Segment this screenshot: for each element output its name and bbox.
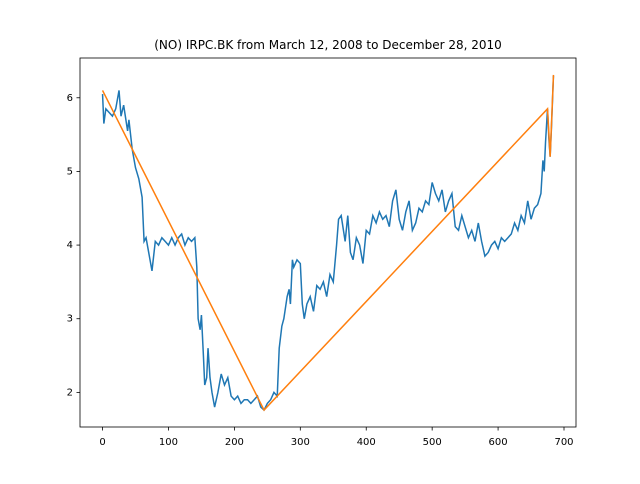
x-tick-label: 400: [357, 437, 376, 448]
x-tick-label: 200: [225, 437, 244, 448]
chart-title: (NO) IRPC.BK from March 12, 2008 to Dece…: [154, 38, 502, 52]
x-tick-label: 100: [159, 437, 178, 448]
y-tick-label: 5: [67, 166, 73, 177]
x-tick-label: 300: [291, 437, 310, 448]
series-line: [101, 75, 555, 412]
x-tick-label: 600: [489, 437, 508, 448]
y-tick-label: 4: [67, 240, 73, 251]
series-line: [101, 74, 555, 412]
x-tick-label: 500: [423, 437, 442, 448]
y-tick-label: 6: [67, 93, 73, 104]
x-tick-label: 700: [554, 437, 573, 448]
plot-frame: [79, 57, 577, 428]
y-tick-label: 2: [67, 387, 73, 398]
x-tick-label: 0: [99, 437, 105, 448]
y-tick-label: 3: [67, 314, 73, 325]
